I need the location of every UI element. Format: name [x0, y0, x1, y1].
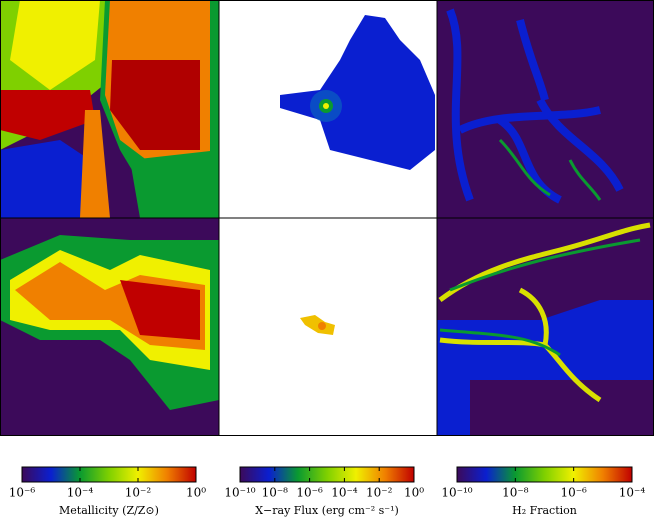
tick-label: 10⁰ — [186, 486, 206, 500]
tick-label: 10⁻⁶ — [9, 486, 36, 500]
colorbar — [21, 466, 197, 483]
colorbar-label: X−ray Flux (erg cm⁻² s⁻¹) — [255, 504, 399, 517]
panel-h2-bottom — [437, 218, 654, 436]
panel-borders — [0, 0, 654, 436]
tick-label: 10⁻⁴ — [331, 486, 358, 500]
panel-xray-bottom — [219, 218, 437, 436]
colorbar-label: H₂ Fraction — [512, 504, 577, 517]
panel-metallicity-bottom — [0, 218, 219, 436]
tick-label: 10⁻¹⁰ — [224, 486, 255, 500]
colorbar — [456, 466, 633, 483]
colorbar — [239, 466, 415, 483]
panel-metallicity-top — [0, 0, 219, 218]
tick-label: 10⁻⁸ — [502, 486, 529, 500]
tick-label: 10⁻⁴ — [67, 486, 94, 500]
tick-label: 10⁻⁸ — [262, 486, 289, 500]
tick-label: 10⁻² — [366, 486, 393, 500]
tick-label: 10⁻⁶ — [560, 486, 587, 500]
colorbar-label: Metallicity (Z/Z⊙) — [59, 504, 159, 517]
panel-h2-top — [437, 0, 654, 218]
panel-xray-top — [219, 0, 437, 218]
tick-label: 10⁻¹⁰ — [441, 486, 472, 500]
tick-label: 10⁻² — [125, 486, 152, 500]
tick-label: 10⁻⁴ — [619, 486, 646, 500]
tick-label: 10⁰ — [404, 486, 424, 500]
tick-label: 10⁻⁶ — [296, 486, 323, 500]
